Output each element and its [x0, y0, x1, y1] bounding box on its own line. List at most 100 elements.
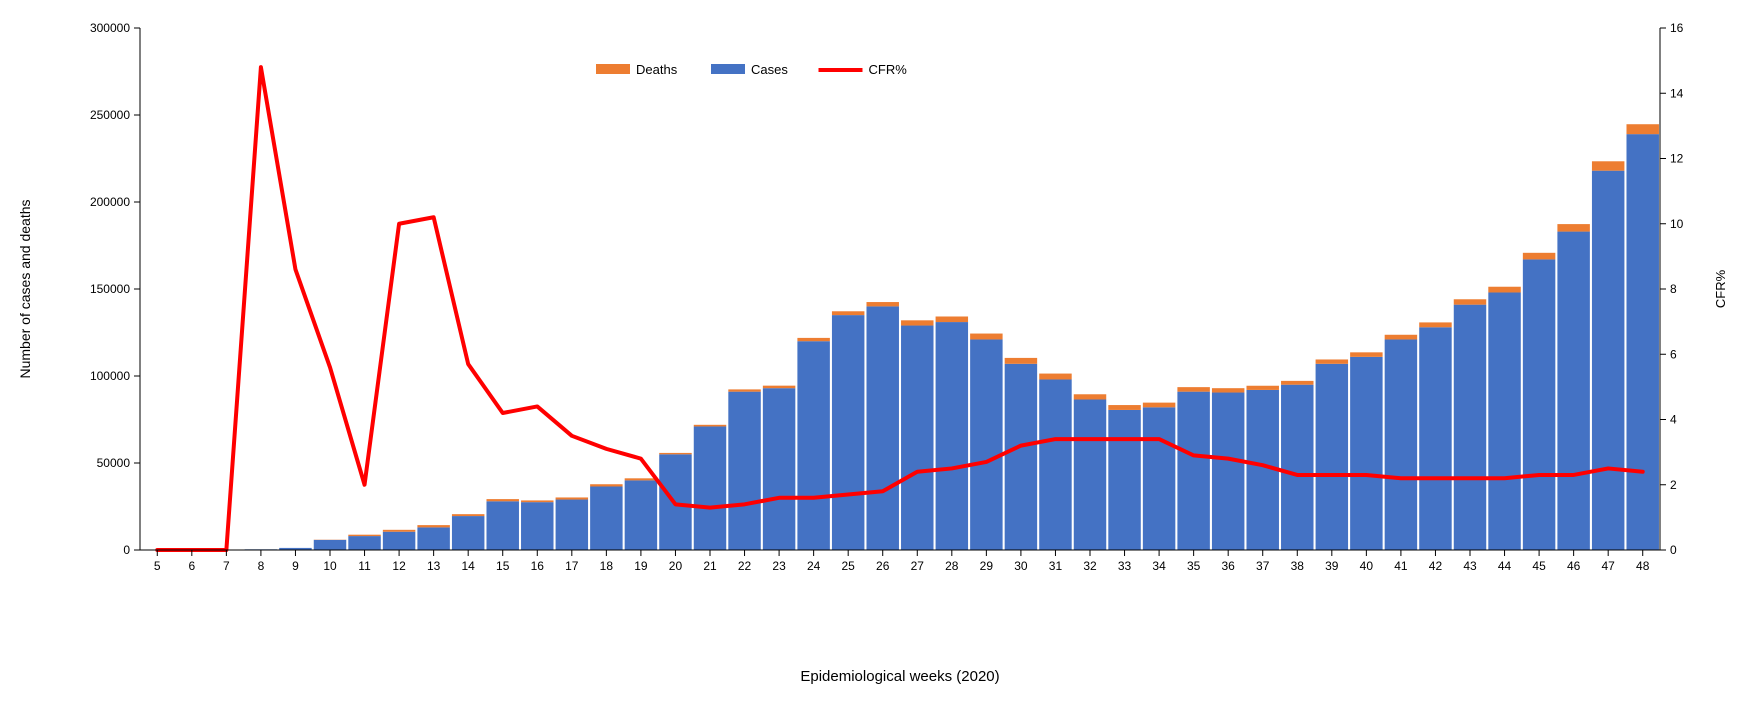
x-tick-label: 16 — [531, 559, 545, 573]
y-right-tick-label: 8 — [1670, 282, 1677, 296]
y-left-tick-label: 300000 — [90, 21, 130, 35]
x-tick-label: 20 — [669, 559, 683, 573]
bar-deaths — [1385, 335, 1417, 340]
y-right-tick-label: 4 — [1670, 413, 1677, 427]
bar-deaths — [728, 389, 760, 391]
bar-cases — [1108, 410, 1140, 550]
bar-cases — [314, 540, 346, 550]
x-tick-label: 21 — [703, 559, 717, 573]
bar-cases — [1488, 292, 1520, 550]
bar-cases — [1592, 171, 1624, 550]
bar-deaths — [1281, 381, 1313, 385]
x-tick-label: 44 — [1498, 559, 1512, 573]
y-right-tick-label: 16 — [1670, 21, 1684, 35]
x-tick-label: 42 — [1429, 559, 1443, 573]
y-right-tick-label: 12 — [1670, 152, 1684, 166]
y-right-tick-label: 10 — [1670, 217, 1684, 231]
x-tick-label: 41 — [1394, 559, 1408, 573]
bar-cases — [1281, 385, 1313, 550]
bar-deaths — [521, 500, 553, 502]
bar-deaths — [1212, 388, 1244, 392]
bar-cases — [1074, 399, 1106, 550]
x-tick-label: 7 — [223, 559, 230, 573]
bar-cases — [1212, 393, 1244, 550]
x-tick-label: 10 — [323, 559, 337, 573]
bar-deaths — [901, 320, 933, 325]
x-tick-label: 28 — [945, 559, 959, 573]
x-tick-label: 15 — [496, 559, 510, 573]
bar-cases — [1039, 379, 1071, 550]
y-left-tick-label: 250000 — [90, 108, 130, 122]
x-tick-label: 24 — [807, 559, 821, 573]
bar-deaths — [1039, 374, 1071, 380]
bar-deaths — [936, 316, 968, 322]
legend-deaths-label: Deaths — [636, 62, 678, 77]
x-tick-label: 39 — [1325, 559, 1339, 573]
bar-cases — [486, 501, 518, 550]
x-axis-label: Epidemiological weeks (2020) — [800, 668, 999, 685]
bar-deaths — [659, 453, 691, 454]
bar-deaths — [348, 535, 380, 536]
bar-cases — [1626, 134, 1658, 550]
y-left-axis-label: Number of cases and deaths — [17, 200, 33, 379]
x-tick-label: 37 — [1256, 559, 1270, 573]
bar-deaths — [1005, 358, 1037, 364]
bar-cases — [1316, 364, 1348, 550]
legend-cases-label: Cases — [751, 62, 788, 77]
bar-cases — [1419, 327, 1451, 550]
bar-cases — [521, 502, 553, 550]
bar-cases — [728, 392, 760, 550]
bar-deaths — [556, 497, 588, 499]
bar-deaths — [1143, 403, 1175, 408]
x-tick-label: 45 — [1532, 559, 1546, 573]
bar-deaths — [590, 484, 622, 486]
bar-deaths — [383, 530, 415, 532]
x-tick-label: 11 — [358, 559, 371, 573]
bar-deaths — [452, 514, 484, 516]
x-tick-label: 38 — [1291, 559, 1305, 573]
x-tick-label: 43 — [1463, 559, 1477, 573]
bar-cases — [452, 516, 484, 550]
bar-deaths — [797, 338, 829, 341]
x-tick-label: 27 — [911, 559, 925, 573]
x-tick-label: 22 — [738, 559, 752, 573]
bar-cases — [936, 322, 968, 550]
x-tick-label: 34 — [1152, 559, 1166, 573]
x-tick-label: 46 — [1567, 559, 1581, 573]
x-tick-label: 47 — [1602, 559, 1616, 573]
bar-cases — [1385, 339, 1417, 550]
x-tick-label: 23 — [772, 559, 786, 573]
bar-deaths — [1074, 394, 1106, 399]
bar-cases — [797, 341, 829, 550]
bar-cases — [383, 532, 415, 550]
bar-cases — [556, 500, 588, 550]
epi-chart: 0500001000001500002000002500003000000246… — [0, 0, 1743, 709]
x-tick-label: 12 — [392, 559, 406, 573]
bar-cases — [1350, 357, 1382, 550]
x-tick-label: 9 — [292, 559, 299, 573]
x-tick-label: 30 — [1014, 559, 1028, 573]
bar-cases — [1557, 232, 1589, 550]
bar-cases — [1005, 364, 1037, 550]
x-tick-label: 5 — [154, 559, 161, 573]
bar-cases — [694, 426, 726, 550]
bar-cases — [1454, 305, 1486, 550]
bar-cases — [625, 480, 657, 550]
bar-cases — [1523, 259, 1555, 550]
y-left-tick-label: 200000 — [90, 195, 130, 209]
legend-cases-swatch — [711, 64, 745, 74]
bar-cases — [866, 306, 898, 550]
bar-cases — [832, 315, 864, 550]
x-tick-label: 35 — [1187, 559, 1201, 573]
x-tick-label: 31 — [1049, 559, 1063, 573]
bar-deaths — [970, 334, 1002, 340]
x-tick-label: 36 — [1222, 559, 1236, 573]
legend-cfr-label: CFR% — [869, 62, 908, 77]
bar-deaths — [1488, 287, 1520, 293]
y-left-tick-label: 50000 — [97, 456, 131, 470]
y-right-tick-label: 6 — [1670, 347, 1677, 361]
bar-cases — [763, 388, 795, 550]
bar-deaths — [417, 525, 449, 527]
x-tick-label: 14 — [462, 559, 476, 573]
x-tick-label: 48 — [1636, 559, 1650, 573]
